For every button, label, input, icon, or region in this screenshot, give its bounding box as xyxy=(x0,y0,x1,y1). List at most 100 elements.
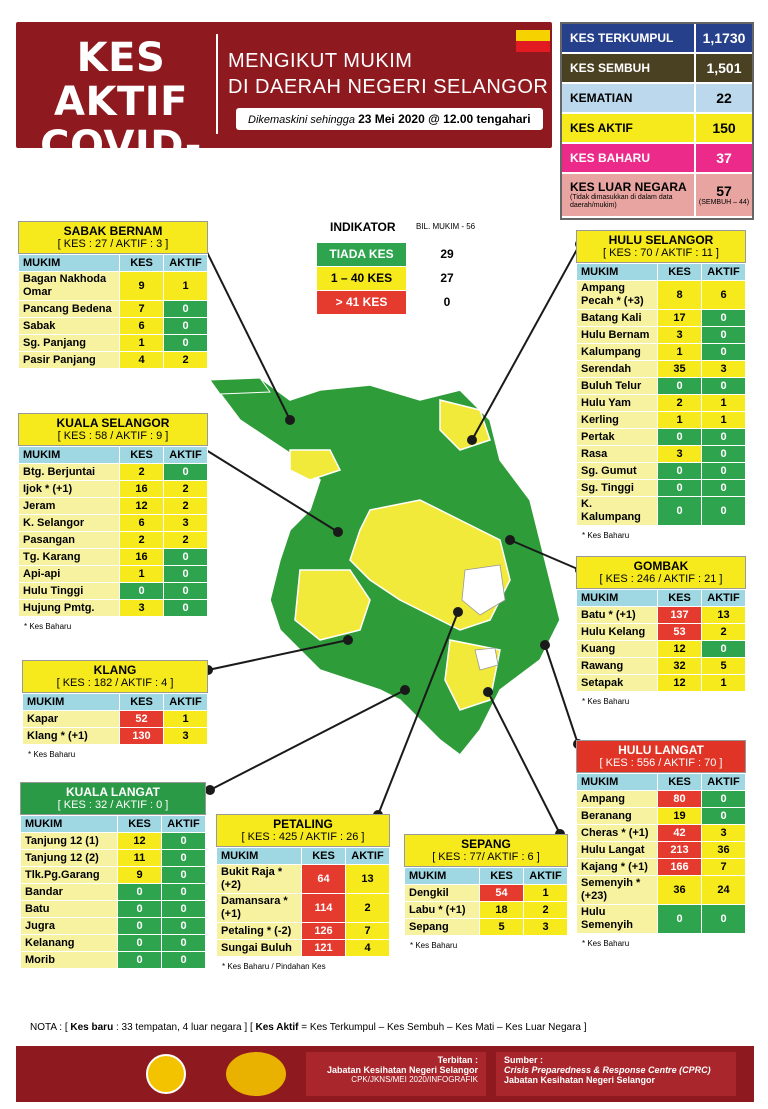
col-kes: KES xyxy=(119,446,164,464)
mukim-name: Kapar xyxy=(22,710,120,728)
col-aktif: AKTIF xyxy=(345,847,390,865)
col-kes: KES xyxy=(117,815,162,833)
table-row: Jeram 12 2 xyxy=(18,497,208,515)
luar-negara-note: (Tidak dimasukkan di dalam data daerah/m… xyxy=(570,194,673,209)
indicator-label: > 41 KES xyxy=(316,290,407,315)
mukim-name: Kuang xyxy=(576,640,658,658)
aktif-value: 2 xyxy=(701,623,746,641)
luar-negara-value: 57 xyxy=(716,183,732,199)
table-row: Sg. Panjang 1 0 xyxy=(18,334,208,352)
kes-value: 12 xyxy=(117,832,162,850)
mukim-name: Jugra xyxy=(20,917,118,935)
mukim-name: Tlk.Pg.Garang xyxy=(20,866,118,884)
mukim-name: K. Kalumpang xyxy=(576,496,658,526)
aktif-value: 1 xyxy=(523,884,568,902)
aktif-value: 0 xyxy=(161,934,206,952)
district-name: SEPANG xyxy=(461,837,511,851)
table-row: Labu * (+1) 18 2 xyxy=(404,901,568,919)
mukim-name: Tanjung 12 (1) xyxy=(20,832,118,850)
aktif-value: 0 xyxy=(161,832,206,850)
district-footnote: * Kes Baharu xyxy=(410,941,458,950)
kes-value: 9 xyxy=(119,271,164,301)
subtitle-line-1: MENGIKUT MUKIM xyxy=(228,50,413,72)
crest-logo-icon xyxy=(146,1054,186,1094)
col-kes: KES xyxy=(657,773,702,791)
terbitan-org: Jabatan Kesihatan Negeri Selangor xyxy=(326,1065,478,1075)
mukim-name: Pasangan xyxy=(18,531,120,549)
kes-value: 12 xyxy=(657,674,702,692)
header-divider xyxy=(216,34,218,134)
table-row: Dengkil 54 1 xyxy=(404,884,568,902)
district-panel-gombak: GOMBAK[ KES : 246 / AKTIF : 21 ] MUKIM KES… xyxy=(576,556,746,706)
aktif-value: 2 xyxy=(345,893,390,923)
kes-value: 0 xyxy=(657,496,702,526)
district-header: KLANG[ KES : 182 / AKTIF : 4 ] xyxy=(22,660,208,693)
kes-value: 64 xyxy=(301,864,346,894)
aktif-value: 0 xyxy=(163,463,208,481)
district-panel-petaling: PETALING[ KES : 425 / AKTIF : 26 ] MUKIM K… xyxy=(216,814,390,971)
indicator-value: 27 xyxy=(406,266,488,291)
mukim-name: Tanjung 12 (2) xyxy=(20,849,118,867)
aktif-value: 0 xyxy=(163,334,208,352)
mukim-name: K. Selangor xyxy=(18,514,120,532)
district-header: SABAK BERNAM[ KES : 27 / AKTIF : 3 ] xyxy=(18,221,208,254)
aktif-value: 3 xyxy=(163,514,208,532)
kes-value: 9 xyxy=(117,866,162,884)
mukim-name: Dengkil xyxy=(404,884,480,902)
table-row: Hulu Bernam 3 0 xyxy=(576,326,746,344)
aktif-value: 0 xyxy=(163,599,208,617)
table-row: Jugra 0 0 xyxy=(20,917,206,935)
mukim-name: Semenyih * (+23) xyxy=(576,875,658,905)
aktif-value: 0 xyxy=(161,951,206,969)
table-row: Hujung Pmtg. 3 0 xyxy=(18,599,208,617)
district-footnote: * Kes Baharu xyxy=(582,939,630,948)
col-aktif: AKTIF xyxy=(701,263,746,281)
kes-value: 3 xyxy=(657,326,702,344)
col-mukim: MUKIM xyxy=(22,693,120,711)
kes-value: 42 xyxy=(657,824,702,842)
mukim-name: Hulu Langat xyxy=(576,841,658,859)
aktif-value: 1 xyxy=(163,710,208,728)
mukim-name: Rasa xyxy=(576,445,658,463)
stat-row: KES BAHARU 37 xyxy=(562,144,752,174)
district-header: PETALING[ KES : 425 / AKTIF : 26 ] xyxy=(216,814,390,847)
selangor-map xyxy=(208,377,561,757)
table-row: Rasa 3 0 xyxy=(576,445,746,463)
kes-value: 80 xyxy=(657,790,702,808)
mukim-name: Bandar xyxy=(20,883,118,901)
mukim-name: Pertak xyxy=(576,428,658,446)
aktif-value: 2 xyxy=(163,480,208,498)
table-row: Pertak 0 0 xyxy=(576,428,746,446)
mukim-name: Serendah xyxy=(576,360,658,378)
mukim-name: Jeram xyxy=(18,497,120,515)
kes-value: 18 xyxy=(479,901,524,919)
kes-value: 2 xyxy=(119,531,164,549)
district-summary: [ KES : 556 / AKTIF : 70 ] xyxy=(599,757,723,769)
aktif-value: 0 xyxy=(701,445,746,463)
mukim-name: Hulu Semenyih xyxy=(576,904,658,934)
table-header-row: MUKIM KES AKTIF xyxy=(576,589,746,607)
district-name: KUALA SELANGOR xyxy=(56,416,170,430)
kes-value: 0 xyxy=(117,934,162,952)
map-putrajaya xyxy=(474,647,499,671)
col-kes: KES xyxy=(657,263,702,281)
district-footnote: * Kes Baharu xyxy=(582,697,630,706)
table-row: K. Kalumpang 0 0 xyxy=(576,496,746,526)
district-panel-sabak-bernam: SABAK BERNAM[ KES : 27 / AKTIF : 3 ] MUKI… xyxy=(18,221,208,369)
aktif-value: 3 xyxy=(523,918,568,936)
district-table: MUKIM KES AKTIF Ampang 80 0 Beranang 19 0 Cheras … xyxy=(576,773,746,934)
kes-value: 0 xyxy=(657,904,702,934)
district-footnote: * Kes Baharu xyxy=(582,531,630,540)
district-name: HULU LANGAT xyxy=(618,743,704,757)
mukim-name: Hulu Tinggi xyxy=(18,582,120,600)
aktif-value: 1 xyxy=(701,411,746,429)
luar-negara-label: KES LUAR NEGARA xyxy=(570,180,687,194)
table-row: Api-api 1 0 xyxy=(18,565,208,583)
mukim-name: Cheras * (+1) xyxy=(576,824,658,842)
stat-label: KES TERKUMPUL xyxy=(570,31,674,45)
map-sabak-bernam-tip xyxy=(209,377,271,395)
district-panel-klang: KLANG[ KES : 182 / AKTIF : 4 ] MUKIM KES AK… xyxy=(22,660,208,759)
indicator-label: 1 – 40 KES xyxy=(316,266,407,291)
nota-kes-aktif-text: = Kes Terkumpul – Kes Sembuh – Kes Mati … xyxy=(301,1022,587,1033)
aktif-value: 0 xyxy=(163,300,208,318)
